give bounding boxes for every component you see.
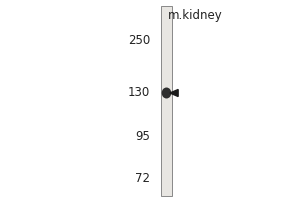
- Ellipse shape: [162, 88, 171, 98]
- Text: 95: 95: [135, 130, 150, 144]
- Text: 72: 72: [135, 172, 150, 186]
- Text: 130: 130: [128, 86, 150, 99]
- Bar: [160, 6, 172, 196]
- Text: 250: 250: [128, 33, 150, 46]
- Polygon shape: [170, 89, 178, 97]
- Text: m.kidney: m.kidney: [168, 9, 222, 22]
